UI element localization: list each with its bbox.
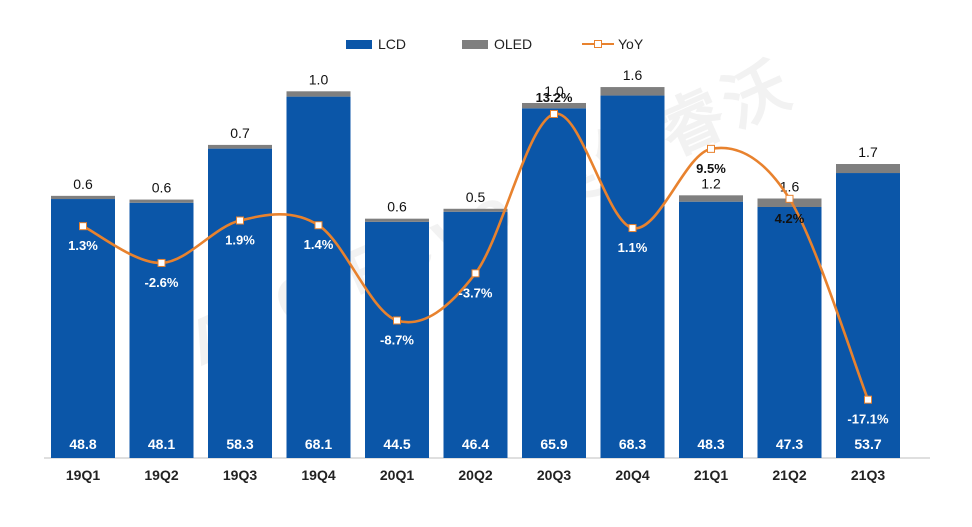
x-tick-label-19Q4: 19Q4 (301, 467, 335, 483)
oled-label-20Q4: 1.6 (623, 67, 643, 83)
oled-label-21Q1: 1.2 (701, 175, 721, 191)
bar-lcd-20Q4 (600, 95, 665, 459)
yoy-label-19Q2: -2.6% (145, 275, 179, 290)
x-tick-label-20Q4: 20Q4 (615, 467, 649, 483)
yoy-marker-21Q1 (707, 144, 715, 153)
lcd-label-21Q1: 48.3 (697, 436, 724, 452)
lcd-label-20Q2: 46.4 (462, 436, 489, 452)
bar-oled-19Q2 (129, 199, 194, 203)
x-tick-label-21Q2: 21Q2 (772, 467, 806, 483)
x-tick-label-20Q3: 20Q3 (537, 467, 571, 483)
bar-lcd-20Q1 (365, 221, 429, 458)
bar-oled-20Q3 (522, 102, 586, 109)
yoy-label-19Q3: 1.9% (225, 233, 255, 248)
oled-label-19Q4: 1.0 (309, 71, 329, 87)
yoy-marker-21Q3 (864, 395, 872, 404)
x-tick-label-19Q2: 19Q2 (144, 467, 178, 483)
bar-lcd-21Q1 (679, 201, 743, 459)
x-tick-label-20Q2: 20Q2 (458, 467, 492, 483)
bar-lcd-19Q1 (51, 199, 115, 458)
lcd-label-21Q2: 47.3 (776, 436, 803, 452)
lcd-label-21Q3: 53.7 (854, 436, 881, 452)
oled-label-19Q1: 0.6 (73, 176, 93, 192)
yoy-label-21Q1: 9.5% (696, 161, 726, 176)
lcd-label-20Q1: 44.5 (383, 436, 410, 452)
yoy-marker-20Q1 (393, 316, 401, 325)
bar-oled-19Q4 (286, 91, 351, 97)
yoy-marker-20Q4 (628, 224, 637, 233)
bar-lcd-19Q3 (208, 148, 272, 458)
bar-oled-20Q1 (365, 218, 429, 222)
yoy-marker-20Q2 (471, 269, 480, 278)
yoy-marker-19Q1 (79, 222, 87, 231)
legend-item-oled[interactable]: OLED (462, 36, 532, 52)
yoy-label-20Q1: -8.7% (380, 332, 414, 347)
oled-label-21Q3: 1.7 (858, 144, 878, 160)
x-tick-label-21Q3: 21Q3 (851, 467, 885, 483)
lcd-label-20Q4: 68.3 (619, 436, 646, 452)
bar-oled-21Q1 (679, 195, 743, 202)
yoy-marker-20Q3 (550, 109, 558, 118)
bar-oled-19Q3 (208, 144, 272, 149)
legend-item-lcd[interactable]: LCD (346, 36, 406, 52)
legend-label-yoy: YoY (618, 36, 644, 52)
yoy-label-20Q4: 1.1% (618, 240, 648, 255)
bar-oled-19Q1 (51, 195, 115, 200)
bar-oled-21Q3 (836, 164, 900, 174)
bar-oled-20Q4 (600, 87, 665, 96)
yoy-label-19Q1: 1.3% (68, 238, 98, 253)
bar-lcd-20Q2 (443, 211, 508, 458)
bar-lcd-21Q3 (836, 173, 900, 459)
x-tick-label-20Q1: 20Q1 (380, 467, 414, 483)
yoy-label-21Q3: -17.1% (847, 412, 889, 427)
lcd-label-19Q2: 48.1 (148, 436, 175, 452)
yoy-label-21Q2: 4.2% (775, 211, 805, 226)
oled-swatch (462, 39, 488, 49)
yoy-swatch (582, 38, 614, 50)
yoy-label-19Q4: 1.4% (304, 237, 334, 252)
legend-label-lcd: LCD (378, 36, 407, 52)
bar-lcd-19Q2 (129, 202, 194, 458)
oled-label-20Q1: 0.6 (387, 199, 407, 215)
bar-oled-20Q2 (443, 208, 508, 212)
oled-label-20Q2: 0.5 (466, 189, 486, 205)
legend-item-yoy[interactable]: YoY (582, 36, 643, 52)
x-tick-label-19Q3: 19Q3 (223, 467, 257, 483)
legend-label-oled: OLED (494, 36, 533, 52)
yoy-marker-19Q4 (314, 221, 323, 230)
yoy-marker-19Q3 (236, 216, 244, 225)
yoy-label-20Q3: 13.2% (536, 90, 573, 105)
yoy-marker-21Q2 (785, 194, 794, 203)
oled-label-20Q3: 1.0 (544, 83, 564, 99)
x-tick-label-21Q1: 21Q1 (694, 467, 728, 483)
lcd-label-19Q3: 58.3 (226, 436, 253, 452)
bar-lcd-19Q4 (286, 96, 351, 458)
bar-lcd-21Q2 (757, 206, 822, 458)
bar-lcd-20Q3 (522, 108, 586, 459)
legend: LCD OLED YoY (0, 36, 972, 56)
lcd-label-19Q4: 68.1 (305, 436, 332, 452)
lcd-label-20Q3: 65.9 (540, 436, 567, 452)
yoy-marker-19Q2 (157, 258, 166, 267)
oled-label-19Q2: 0.6 (152, 180, 172, 196)
x-tick-label-19Q1: 19Q1 (66, 467, 100, 483)
lcd-swatch (346, 39, 372, 49)
yoy-label-20Q2: -3.7% (459, 285, 493, 300)
oled-label-19Q3: 0.7 (230, 125, 250, 141)
lcd-label-19Q1: 48.8 (69, 436, 96, 452)
